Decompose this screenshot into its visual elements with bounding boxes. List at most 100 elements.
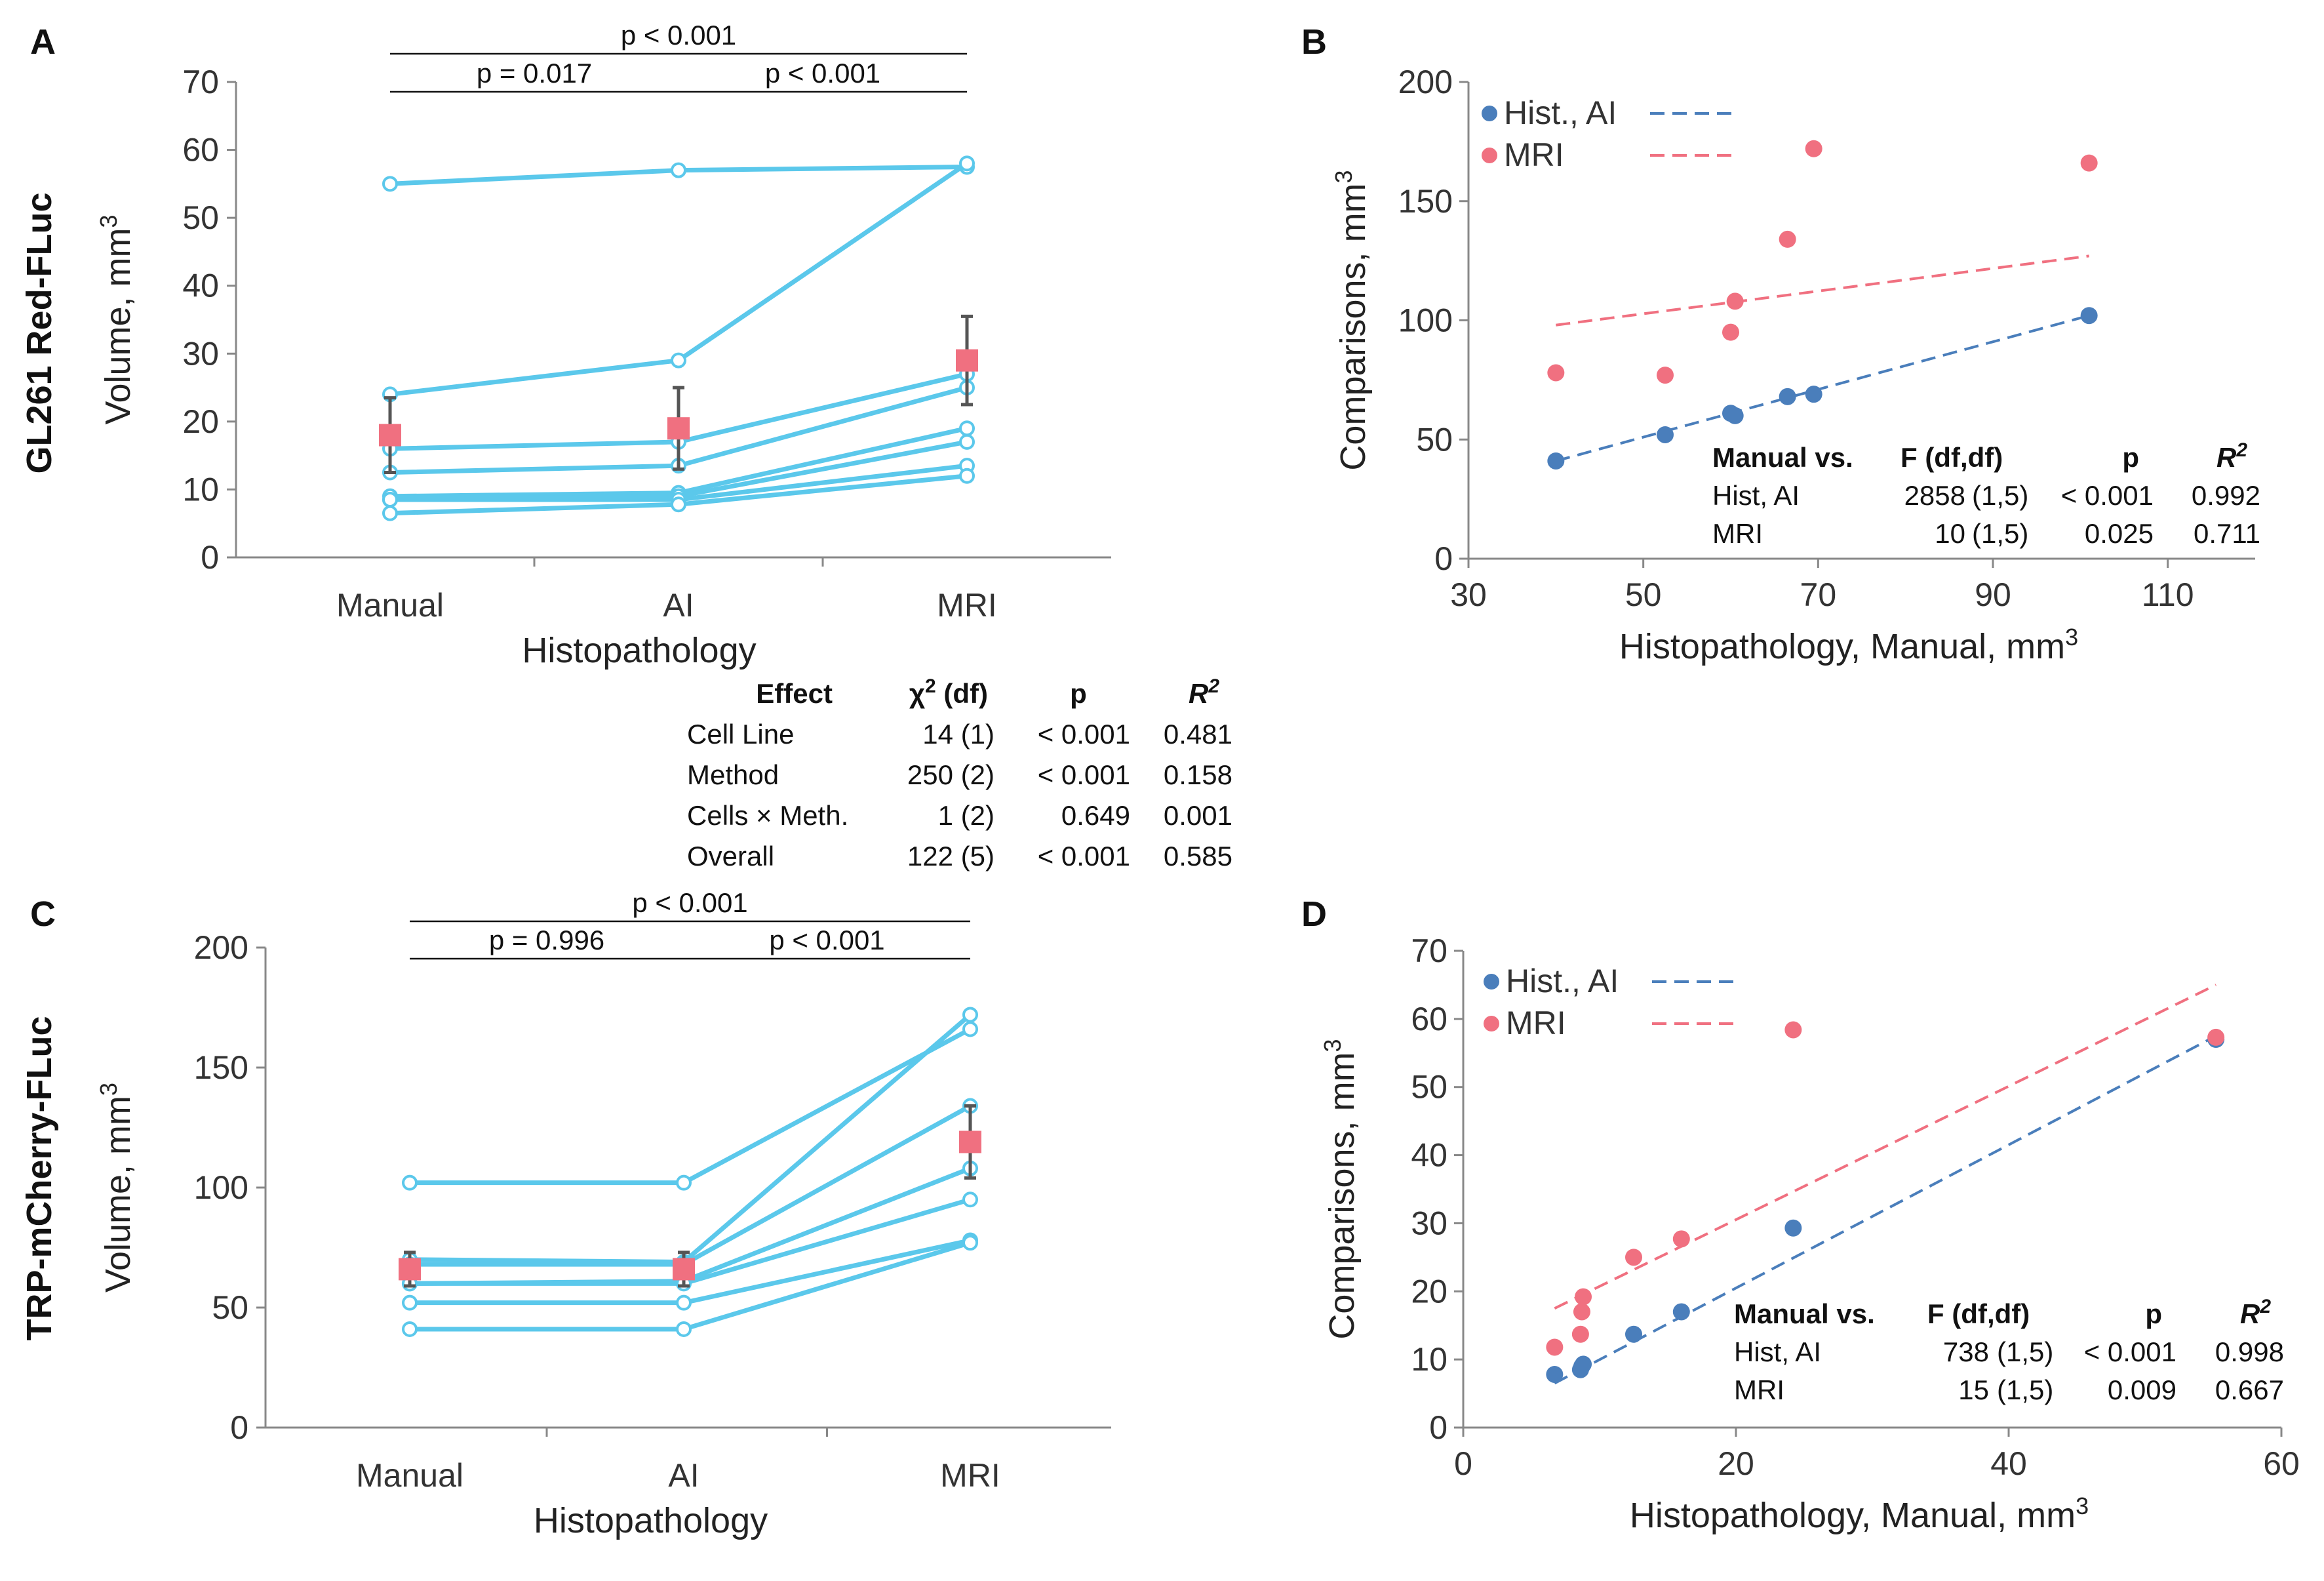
legend-label: MRI xyxy=(1506,1005,1566,1041)
x-tick-label: AI xyxy=(663,587,694,624)
table-cell: (1,5) xyxy=(1997,1336,2053,1367)
table-cell: 738 xyxy=(1943,1336,1989,1367)
legend-label: Hist., AI xyxy=(1504,94,1617,131)
effect-cell: 122 (5) xyxy=(907,841,995,871)
panel-label: D xyxy=(1301,894,1327,934)
data-point xyxy=(671,162,686,178)
comparison-label: p < 0.001 xyxy=(621,20,736,50)
y-tick-label: 10 xyxy=(1411,1341,1448,1378)
mean-marker xyxy=(379,424,401,447)
y-tick-label: 0 xyxy=(1429,1409,1448,1446)
data-point xyxy=(1672,1230,1690,1248)
table-cell: 10 xyxy=(1935,518,1965,549)
x-tick-label: 30 xyxy=(1450,576,1487,613)
trend-line xyxy=(1556,254,2089,327)
effect-cell: Overall xyxy=(687,841,774,871)
panel-c: 0 50 100 150 200 Manual AI MRI Histopathology Vol… xyxy=(20,887,1111,1540)
data-point xyxy=(1805,386,1822,403)
y-tick-label: 100 xyxy=(1398,302,1453,339)
table-cell: (1,5) xyxy=(1997,1374,2053,1405)
comparison-label: p < 0.001 xyxy=(632,887,747,918)
x-axis-label: Histopathology, Manual, mm3 xyxy=(1630,1492,2089,1535)
y-tick-label: 0 xyxy=(1434,540,1453,577)
x-tick-label: 0 xyxy=(1454,1445,1472,1482)
table-header: F (df,df) xyxy=(1901,442,2003,473)
effect-cell: 14 (1) xyxy=(922,719,995,750)
effect-header: Effect xyxy=(756,678,833,709)
data-point xyxy=(1784,1021,1802,1039)
x-tick-label: 110 xyxy=(2142,576,2194,613)
y-tick-label: 150 xyxy=(1398,183,1453,220)
data-point xyxy=(2080,154,2098,172)
data-point xyxy=(1575,1355,1592,1373)
data-point xyxy=(402,1294,418,1311)
x-axis-label: Histopathology xyxy=(534,1501,768,1540)
table-cell: < 0.001 xyxy=(2084,1336,2176,1367)
y-tick-label: 40 xyxy=(1411,1137,1448,1174)
mean-marker xyxy=(673,1258,695,1281)
data-point xyxy=(402,1321,418,1337)
table-cell: < 0.001 xyxy=(2061,480,2154,511)
trend-line xyxy=(1554,984,2217,1310)
legend-label: Hist., AI xyxy=(1506,963,1619,999)
mean-marker xyxy=(399,1258,421,1281)
data-point xyxy=(1784,1219,1802,1237)
x-tick-label: AI xyxy=(668,1457,699,1494)
legend-marker xyxy=(1484,974,1499,990)
data-point xyxy=(382,176,398,192)
table-cell: 0.711 xyxy=(2194,518,2260,549)
table-header: p xyxy=(2145,1298,2162,1329)
data-point xyxy=(1726,407,1744,424)
trend-line xyxy=(1555,314,2090,462)
effect-header: R2 xyxy=(1189,675,1219,709)
legend-marker xyxy=(1482,106,1497,121)
panel-b: 0 50 100 150 200 30 50 70 90 110 Histopathology, M… xyxy=(1301,22,2260,666)
mean-marker xyxy=(667,417,690,440)
comparison-label: p < 0.001 xyxy=(765,58,880,89)
x-tick-label: 40 xyxy=(1990,1445,2027,1482)
data-point xyxy=(1547,364,1565,382)
data-point xyxy=(1625,1249,1642,1266)
y-tick-label: 60 xyxy=(1411,1001,1448,1037)
table-cell: (1,5) xyxy=(1972,518,2028,549)
panel-d: 0 10 20 30 40 50 60 70 0 20 40 60 Histopathology, Ma… xyxy=(1301,894,2300,1535)
x-axis-label: Histopathology, Manual, mm3 xyxy=(1619,624,2078,666)
effect-table: Effect χ2 (df) p R2 Cell Line 14 (1) < 0.001 0.… xyxy=(687,675,1232,871)
effect-cell: 0.649 xyxy=(1061,800,1130,831)
data-point xyxy=(1779,388,1796,405)
data-point xyxy=(1779,230,1796,248)
legend-marker xyxy=(1484,1016,1499,1031)
y-tick-label: 0 xyxy=(230,1409,248,1446)
row-title: GL261 Red-FLuc xyxy=(20,192,59,473)
data-point xyxy=(962,1007,978,1023)
data-point xyxy=(671,352,686,369)
y-tick-label: 150 xyxy=(194,1049,248,1086)
data-point xyxy=(1573,1303,1590,1321)
data-point xyxy=(1625,1325,1642,1343)
data-point xyxy=(1571,1325,1589,1343)
table-cell: Hist, AI xyxy=(1712,480,1800,511)
y-axis-label: Volume, mm3 xyxy=(95,1083,138,1292)
data-point xyxy=(676,1294,692,1311)
comparison-label: p = 0.996 xyxy=(489,925,604,955)
data-point xyxy=(1546,1365,1564,1383)
y-tick-label: 200 xyxy=(194,929,248,966)
panel-label: B xyxy=(1301,22,1327,62)
comparison-label: p < 0.001 xyxy=(769,925,884,955)
effect-cell: 0.001 xyxy=(1164,800,1232,831)
x-tick-label: MRI xyxy=(940,1457,1000,1494)
data-point xyxy=(1805,140,1822,157)
data-point xyxy=(1726,292,1744,310)
y-tick-label: 200 xyxy=(1398,64,1453,100)
legend-label: MRI xyxy=(1504,136,1564,173)
table-cell: MRI xyxy=(1712,518,1763,549)
y-axis-label: Comparisons, mm3 xyxy=(1319,1039,1362,1339)
x-tick-label: 60 xyxy=(2263,1445,2300,1482)
y-tick-label: 100 xyxy=(194,1169,248,1206)
table-cell: (1,5) xyxy=(1972,480,2028,511)
table-cell: 0.667 xyxy=(2215,1374,2284,1405)
table-header: F (df,df) xyxy=(1927,1298,2030,1329)
trend-line xyxy=(1554,1035,2217,1385)
y-tick-label: 50 xyxy=(212,1289,248,1326)
data-point xyxy=(959,468,975,484)
